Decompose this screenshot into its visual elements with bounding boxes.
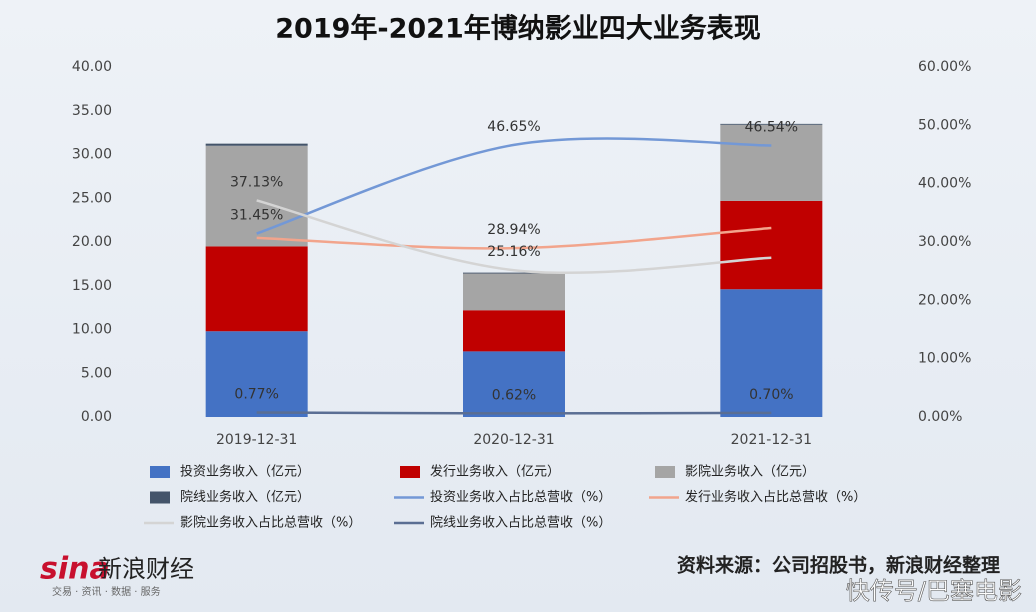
data-label: 25.16% bbox=[487, 244, 540, 260]
bar bbox=[720, 124, 823, 201]
bar bbox=[463, 310, 565, 352]
legend-label: 投资业务收入占比总营收（%） bbox=[430, 489, 611, 505]
legend-label: 发行业务收入（亿元） bbox=[430, 464, 560, 480]
bar bbox=[720, 289, 823, 417]
y2-tick-label: 10.00% bbox=[918, 351, 971, 367]
data-label: 0.77% bbox=[234, 387, 278, 403]
y-tick-label: 30.00 bbox=[72, 147, 112, 163]
y-tick-label: 5.00 bbox=[81, 365, 112, 381]
data-label: 31.45% bbox=[230, 208, 283, 224]
bar bbox=[205, 331, 308, 417]
x-tick-label: 2019-12-31 bbox=[216, 432, 297, 448]
y-tick-label: 35.00 bbox=[72, 103, 112, 119]
legend-label: 影院业务收入占比总营收（%） bbox=[180, 515, 361, 531]
y-tick-label: 20.00 bbox=[72, 234, 112, 250]
legend-swatch bbox=[655, 466, 675, 478]
y2-tick-label: 20.00% bbox=[918, 292, 971, 308]
x-tick-label: 2020-12-31 bbox=[473, 432, 554, 448]
y2-tick-label: 50.00% bbox=[918, 117, 971, 133]
watermark: 快传号/巴塞电影 bbox=[846, 577, 1022, 605]
bar bbox=[463, 351, 565, 417]
legend-label: 影院业务收入（亿元） bbox=[685, 464, 815, 480]
data-label: 46.65% bbox=[487, 119, 540, 135]
data-label: 0.62% bbox=[492, 387, 536, 403]
line bbox=[256, 226, 772, 250]
y-tick-label: 25.00 bbox=[72, 190, 112, 206]
bar bbox=[205, 246, 308, 332]
y2-tick-label: 60.00% bbox=[918, 59, 971, 75]
legend-label: 院线业务收入占比总营收（%） bbox=[430, 515, 611, 531]
legend-label: 发行业务收入占比总营收（%） bbox=[685, 489, 866, 505]
y2-tick-label: 0.00% bbox=[918, 409, 962, 425]
y-tick-label: 0.00 bbox=[81, 409, 112, 425]
legend-label: 院线业务收入（亿元） bbox=[180, 489, 310, 505]
data-label: 46.54% bbox=[745, 120, 798, 136]
bar bbox=[720, 123, 823, 125]
data-label: 0.70% bbox=[749, 387, 793, 403]
legend-swatch bbox=[150, 491, 170, 504]
x-tick-label: 2021-12-31 bbox=[731, 432, 812, 448]
line bbox=[256, 411, 772, 415]
source: 资料来源：公司招股书，新浪财经整理 bbox=[677, 554, 1000, 577]
bar bbox=[463, 272, 565, 274]
y-tick-label: 10.00 bbox=[72, 322, 112, 338]
bar bbox=[205, 145, 308, 247]
y-tick-label: 40.00 bbox=[72, 59, 112, 75]
bar bbox=[720, 200, 823, 290]
tagline: 交易 · 资讯 · 数据 · 服务 bbox=[52, 585, 161, 598]
y2-tick-label: 40.00% bbox=[918, 176, 971, 192]
line bbox=[256, 137, 772, 235]
y-tick-label: 15.00 bbox=[72, 278, 112, 294]
legend-swatch bbox=[400, 466, 420, 478]
bar bbox=[205, 143, 308, 146]
legend-label: 投资业务收入（亿元） bbox=[180, 464, 310, 480]
data-label: 37.13% bbox=[230, 174, 283, 190]
bar bbox=[463, 273, 565, 311]
line bbox=[256, 199, 772, 275]
chart-title: 2019年-2021年博纳影业四大业务表现 bbox=[275, 13, 761, 45]
data-label: 28.94% bbox=[487, 222, 540, 238]
legend-swatch bbox=[150, 466, 170, 478]
brand: 新浪财经 bbox=[98, 555, 194, 583]
y2-tick-label: 30.00% bbox=[918, 234, 971, 250]
logo: sina bbox=[40, 552, 110, 587]
